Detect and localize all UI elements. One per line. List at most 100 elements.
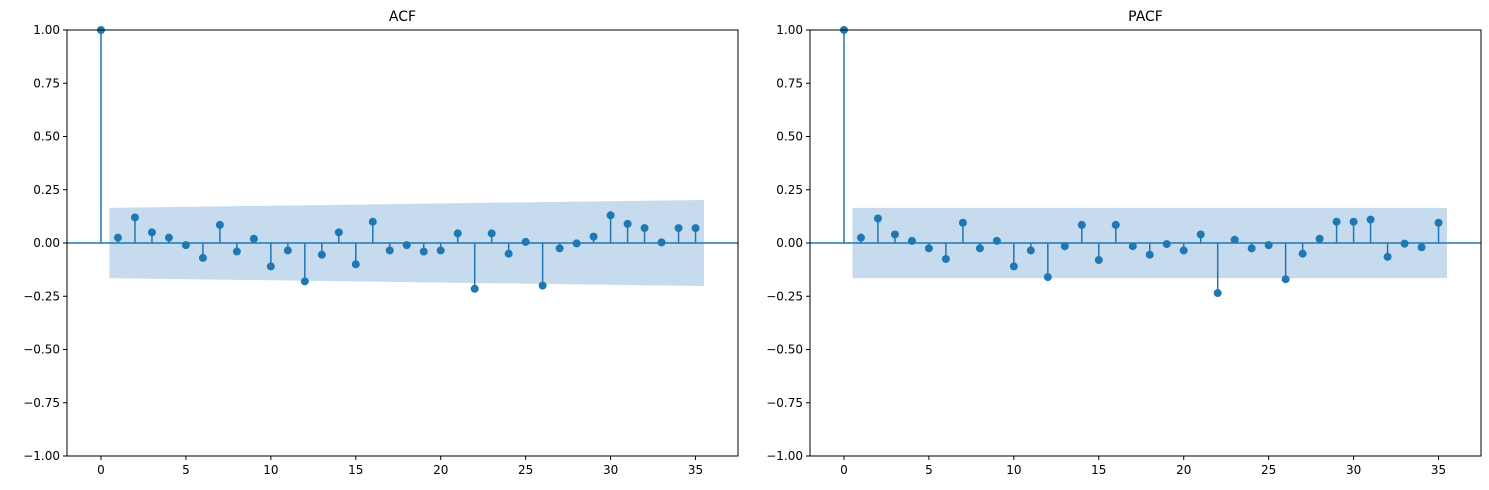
pacf-ytick-label: 1.00 [776, 23, 803, 37]
pacf-ytick-label: 0.75 [776, 76, 803, 90]
acf-ytick-label: −0.75 [23, 396, 60, 410]
acf-marker-lag-8 [232, 247, 241, 256]
pacf-xtick-label: 20 [1176, 463, 1191, 477]
acf-marker-lag-3 [147, 228, 156, 237]
pacf-marker-lag-15 [1094, 256, 1103, 265]
pacf-ytick-label: 0.00 [776, 236, 803, 250]
acf-marker-lag-23 [487, 229, 496, 238]
acf-marker-lag-19 [419, 247, 428, 256]
pacf-xtick-label: 10 [1006, 463, 1021, 477]
acf-marker-lag-34 [674, 224, 683, 233]
pacf-marker-lag-28 [1315, 234, 1324, 243]
pacf-marker-lag-26 [1281, 275, 1290, 284]
pacf-marker-lag-4 [907, 236, 916, 245]
pacf-marker-lag-23 [1230, 235, 1239, 244]
pacf-xtick-label: 25 [1261, 463, 1276, 477]
acf-marker-lag-4 [164, 233, 173, 242]
acf-xtick-label: 10 [263, 463, 278, 477]
acf-marker-lag-32 [640, 224, 649, 233]
acf-ytick-label: −1.00 [23, 449, 60, 463]
pacf-marker-lag-9 [992, 236, 1001, 245]
acf-marker-lag-28 [572, 239, 581, 248]
pacf-title: PACF [1128, 9, 1163, 25]
pacf-xtick-label: 35 [1431, 463, 1446, 477]
acf-xtick-label: 20 [433, 463, 448, 477]
acf-marker-lag-1 [113, 233, 122, 242]
pacf-marker-lag-21 [1196, 230, 1205, 239]
acf-marker-lag-25 [521, 237, 530, 246]
acf-marker-lag-6 [198, 253, 207, 262]
pacf-marker-lag-13 [1060, 242, 1069, 251]
acf-marker-lag-2 [130, 213, 139, 222]
pacf-marker-lag-10 [1009, 262, 1018, 271]
pacf-panel: 0 5 10 15 20 25 30 35 −1.00 −0.75 −0.50 −0.25 0.00 0.… [766, 9, 1482, 477]
acf-marker-lag-29 [589, 232, 598, 241]
pacf-marker-lag-12 [1043, 273, 1052, 282]
pacf-marker-lag-3 [890, 230, 899, 239]
pacf-marker-lag-18 [1145, 250, 1154, 259]
pacf-marker-lag-29 [1332, 217, 1341, 226]
pacf-ytick-label: −0.25 [766, 289, 803, 303]
pacf-marker-lag-17 [1128, 242, 1137, 251]
pacf-marker-lag-31 [1366, 215, 1375, 224]
acf-marker-lag-17 [385, 246, 394, 255]
acf-xtick-label: 5 [182, 463, 190, 477]
acf-marker-lag-5 [181, 241, 190, 250]
acf-title: ACF [389, 9, 416, 25]
acf-marker-lag-13 [317, 250, 326, 259]
pacf-marker-lag-33 [1400, 239, 1409, 248]
pacf-marker-lag-11 [1026, 246, 1035, 255]
pacf-ytick-label: −0.50 [766, 343, 803, 357]
pacf-marker-lag-32 [1383, 252, 1392, 261]
acf-marker-lag-11 [283, 246, 292, 255]
pacf-marker-lag-16 [1111, 220, 1120, 229]
pacf-xtick-label: 5 [925, 463, 933, 477]
acf-marker-lag-31 [623, 219, 632, 228]
pacf-marker-lag-27 [1298, 249, 1307, 258]
acf-ytick-label: −0.50 [23, 343, 60, 357]
pacf-xtick-label: 30 [1346, 463, 1361, 477]
acf-marker-lag-35 [691, 224, 700, 233]
pacf-ytick-label: −1.00 [766, 449, 803, 463]
acf-marker-lag-10 [266, 262, 275, 271]
pacf-marker-lag-8 [975, 244, 984, 253]
acf-ytick-label: 0.50 [33, 130, 60, 144]
acf-ytick-label: 0.00 [33, 236, 60, 250]
acf-ytick-label: 0.25 [33, 183, 60, 197]
pacf-marker-lag-34 [1417, 243, 1426, 252]
acf-marker-lag-16 [368, 217, 377, 226]
acf-xtick-label: 0 [97, 463, 105, 477]
pacf-marker-lag-25 [1264, 241, 1273, 250]
acf-ytick-label: 0.75 [33, 76, 60, 90]
acf-marker-lag-30 [606, 211, 615, 220]
acf-marker-lag-33 [657, 238, 666, 247]
acf-xtick-label: 35 [688, 463, 703, 477]
pacf-ytick-label: −0.75 [766, 396, 803, 410]
acf-marker-lag-26 [538, 281, 547, 290]
pacf-marker-lag-5 [924, 244, 933, 253]
pacf-marker-lag-24 [1247, 244, 1256, 253]
acf-ytick-label: 1.00 [33, 23, 60, 37]
acf-marker-lag-7 [215, 220, 224, 229]
pacf-ytick-label: 0.25 [776, 183, 803, 197]
pacf-marker-lag-19 [1162, 240, 1171, 249]
acf-xtick-label: 30 [603, 463, 618, 477]
acf-marker-lag-9 [249, 234, 258, 243]
acf-marker-lag-12 [300, 277, 309, 286]
pacf-marker-lag-20 [1179, 246, 1188, 255]
acf-xtick-label: 25 [518, 463, 533, 477]
pacf-marker-lag-35 [1434, 218, 1443, 227]
acf-marker-lag-14 [334, 228, 343, 237]
acf-marker-lag-24 [504, 249, 513, 258]
pacf-marker-lag-1 [856, 233, 865, 242]
acf-marker-lag-20 [436, 246, 445, 255]
acf-marker-lag-21 [453, 229, 462, 238]
acf-marker-lag-27 [555, 244, 564, 253]
pacf-xtick-label: 15 [1091, 463, 1106, 477]
acf-ytick-label: −0.25 [23, 289, 60, 303]
acf-panel: 0 5 10 15 20 25 30 35 −1.00 −0.75 −0.50 −0.25 0.00 0.… [23, 9, 739, 477]
acf-marker-lag-18 [402, 241, 411, 250]
acf-marker-lag-22 [470, 284, 479, 293]
pacf-marker-lag-6 [941, 254, 950, 263]
